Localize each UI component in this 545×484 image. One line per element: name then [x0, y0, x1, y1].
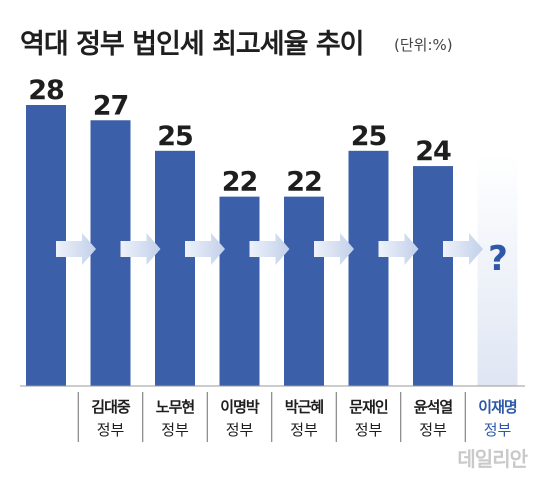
x-tick-sublabel: 정부: [161, 421, 189, 439]
bar: [413, 166, 453, 386]
bar: [284, 196, 324, 386]
trend-arrow-icon: [249, 233, 290, 265]
value-label: 27: [93, 90, 129, 121]
value-label: 24: [415, 136, 451, 167]
value-label: 22: [222, 167, 258, 198]
x-tick-label: 김대중: [91, 398, 131, 416]
x-tick-label: 이재명: [478, 398, 517, 416]
x-tick-label: 이명박: [220, 398, 260, 416]
x-tick-sublabel: 정부: [419, 421, 447, 439]
watermark-logo: 데일리안: [457, 447, 528, 471]
bar-future: [477, 155, 518, 386]
value-label-unknown: ?: [488, 239, 507, 279]
trend-arrow-icon: [185, 233, 225, 265]
x-tick-sublabel: 정부: [226, 421, 254, 439]
x-tick-sublabel: 정부: [484, 421, 512, 439]
value-label: 22: [286, 167, 322, 198]
trend-arrow-icon: [378, 233, 419, 265]
x-tick-label: 윤석열: [414, 398, 453, 416]
x-tick-sublabel: 정부: [290, 421, 318, 439]
trend-arrow-icon: [56, 233, 96, 265]
bar: [348, 150, 389, 386]
chart-title: 역대 정부 법인세 최고세율 추이: [20, 29, 365, 60]
x-tick-label: 노무현: [156, 398, 195, 416]
value-label: 25: [351, 121, 387, 152]
bar: [219, 196, 260, 386]
value-label: 25: [157, 121, 193, 152]
bar: [155, 150, 195, 386]
x-tick-label: 문재인: [349, 398, 388, 416]
x-tick-sublabel: 정부: [355, 421, 383, 439]
unit-label: (단위:%): [394, 36, 453, 54]
value-label: 28: [28, 75, 64, 106]
trend-arrow-icon: [443, 233, 483, 265]
x-tick-sublabel: 정부: [97, 421, 125, 439]
trend-arrow-icon: [314, 233, 354, 265]
x-tick-label: 박근혜: [285, 398, 324, 416]
trend-arrow-icon: [120, 233, 161, 265]
